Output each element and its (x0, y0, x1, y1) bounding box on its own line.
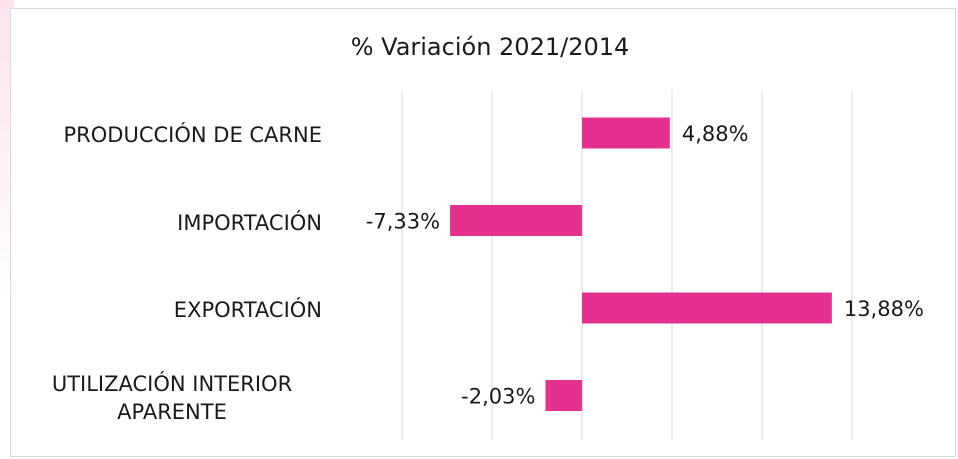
category-label: EXPORTACIÓN (173, 298, 322, 322)
value-label: 4,88% (682, 122, 749, 146)
value-label: -2,03% (461, 385, 535, 409)
bar (450, 205, 582, 236)
bar (582, 117, 670, 149)
category-label: UTILIZACIÓN INTERIOR APARENTE (51, 371, 293, 424)
bar (582, 292, 832, 324)
value-label: -7,33% (366, 210, 440, 234)
category-label: IMPORTACIÓN (177, 210, 322, 235)
chart-title: % Variación 2021/2014 (351, 33, 630, 61)
bar (545, 380, 582, 411)
category-label: PRODUCCIÓN DE CARNE (63, 123, 322, 147)
value-label: 13,88% (844, 297, 924, 321)
